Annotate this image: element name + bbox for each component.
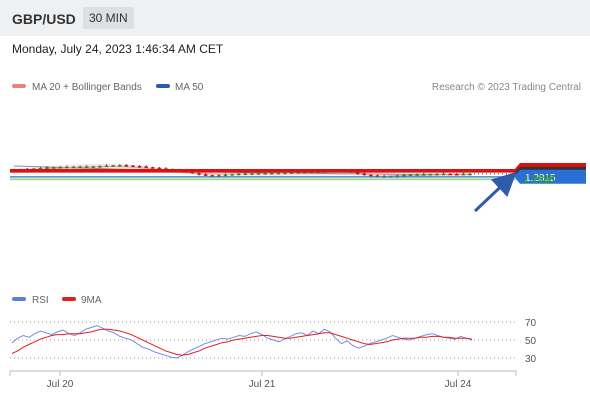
rsi-path xyxy=(11,325,473,359)
pivot-price-label: 1.2815 xyxy=(525,173,556,184)
rsi-levels: 70 50 30 xyxy=(10,318,537,365)
ma50-legend-swatch xyxy=(156,84,170,88)
rsi-legend-label: RSI xyxy=(32,295,49,306)
candle-body xyxy=(104,165,109,168)
ma20-legend-swatch xyxy=(12,84,26,88)
candle-body xyxy=(236,173,241,176)
candle-body xyxy=(84,166,89,168)
candle-body xyxy=(375,175,380,177)
candle-body xyxy=(144,166,148,168)
candle-body xyxy=(402,174,406,177)
candle-body xyxy=(45,167,49,169)
candle-body xyxy=(51,167,56,169)
rsi-ma-legend-swatch xyxy=(62,297,76,301)
candle-body xyxy=(428,174,433,176)
x-tick-label: Jul 20 xyxy=(47,379,74,390)
ma20-path xyxy=(13,165,471,176)
candle-body xyxy=(283,172,287,175)
candle-body xyxy=(448,173,452,176)
ma20-legend-label: MA 20 + Bollinger Bands xyxy=(32,82,142,93)
candle-body xyxy=(362,173,367,176)
candle-body xyxy=(124,165,129,167)
x-tick-label: Jul 21 xyxy=(249,379,276,390)
pivot-price-tag xyxy=(514,169,586,184)
timeframe-button[interactable]: 30 MIN xyxy=(83,7,134,29)
top-bar: GBP/USD 30 MIN xyxy=(0,0,590,36)
candle-body xyxy=(217,175,221,177)
candle-body xyxy=(58,166,63,169)
candle-body xyxy=(210,175,215,177)
symbol-label: GBP/USD xyxy=(12,11,76,27)
candle-body xyxy=(71,166,76,169)
candle-body xyxy=(223,174,228,177)
candle-body xyxy=(408,174,413,177)
candle-body xyxy=(435,173,439,176)
candle-body xyxy=(137,166,142,168)
x-ticks: Jul 20 Jul 21 Jul 24 xyxy=(9,371,517,390)
candle-body xyxy=(355,172,360,174)
rsi-level-label: 30 xyxy=(525,354,537,365)
candle-body xyxy=(91,166,96,168)
candle-body xyxy=(197,173,201,175)
candle-body xyxy=(250,173,254,175)
candle-body xyxy=(203,174,208,176)
datetime-label: Monday, July 24, 2023 1:46:34 AM CET xyxy=(12,42,224,56)
candle-body xyxy=(263,173,267,175)
candle-body xyxy=(296,172,300,174)
candle-body xyxy=(441,173,446,176)
candle-body xyxy=(65,166,69,169)
forecast-arrow xyxy=(473,171,517,213)
candle-body xyxy=(111,165,115,167)
candle-body xyxy=(468,173,472,176)
candle-body xyxy=(276,172,281,175)
candle-body xyxy=(454,174,459,176)
rsi-line xyxy=(11,325,473,359)
candle-body xyxy=(117,165,122,167)
copyright-text: Research © 2023 Trading Central xyxy=(432,82,581,93)
rsi-ma-path xyxy=(11,328,473,356)
ma50-legend-label: MA 50 xyxy=(175,82,204,93)
rsi-level-label: 70 xyxy=(525,318,537,329)
candle-body xyxy=(415,174,419,176)
candle-body xyxy=(150,167,155,169)
candle-body xyxy=(78,166,82,169)
rsi-level-label: 50 xyxy=(525,336,537,347)
candle-body xyxy=(421,174,426,176)
ma20-line xyxy=(13,165,471,176)
x-tick-label: Jul 24 xyxy=(445,379,472,390)
candle-body xyxy=(302,171,307,174)
rsi-ma-legend-label: 9MA xyxy=(81,295,102,306)
candle-body xyxy=(131,165,135,168)
candle-body xyxy=(461,173,466,176)
candle-body xyxy=(243,173,248,176)
candle-body xyxy=(256,173,261,175)
candle-body xyxy=(269,173,274,175)
candle-body xyxy=(157,167,162,170)
support-level-label: 1.2800 xyxy=(524,174,555,185)
rsi-legend-swatch xyxy=(12,297,26,301)
candle-body xyxy=(38,167,43,170)
candle-body xyxy=(289,172,294,174)
candle-body xyxy=(230,174,234,176)
candle-body xyxy=(98,166,102,168)
support-level-label: 1.2780 xyxy=(524,176,555,187)
candle-body xyxy=(369,174,373,177)
